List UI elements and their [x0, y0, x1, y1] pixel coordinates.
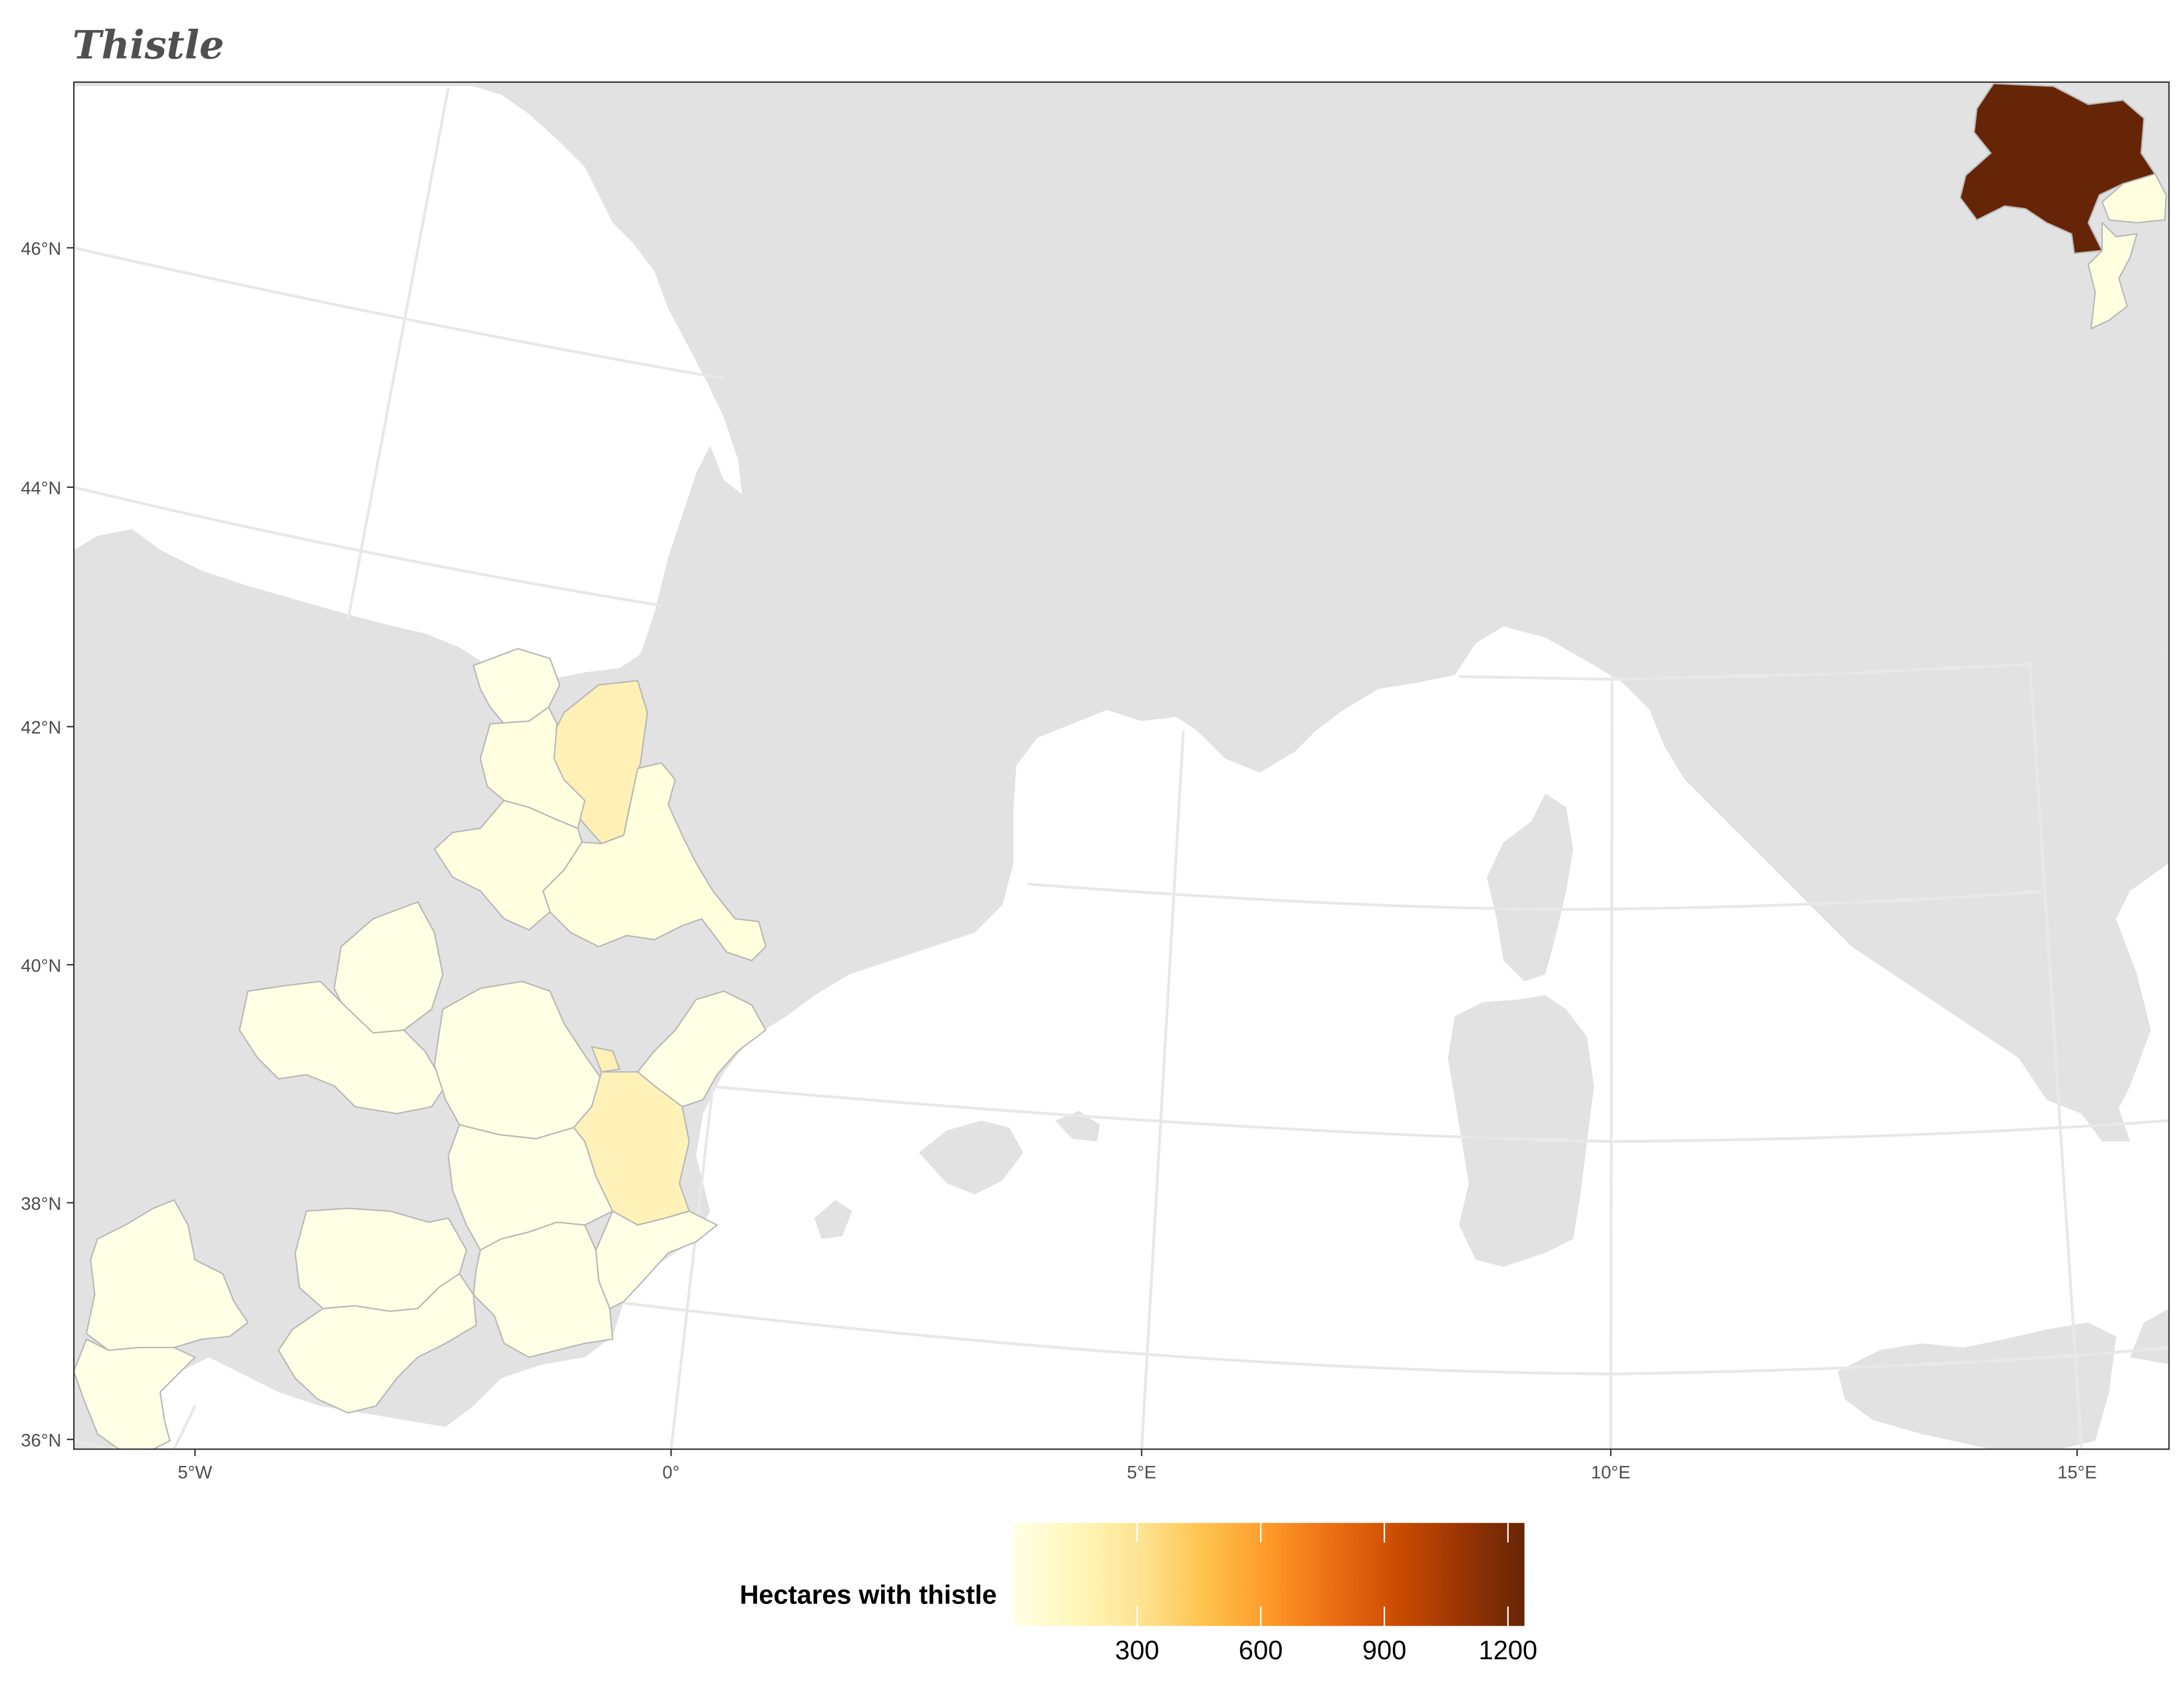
x-tick-label: 15°E	[2057, 1463, 2097, 1483]
land-menorca	[1055, 1111, 1100, 1142]
land-ibiza	[814, 1199, 852, 1239]
x-tick-label: 0°	[662, 1463, 680, 1483]
x-tick-label: 10°E	[1591, 1463, 1631, 1483]
map-panel-border	[73, 81, 2170, 1450]
region-extremadura	[86, 1199, 249, 1351]
region-castile-north	[433, 799, 583, 931]
region-castile-west-2	[238, 980, 447, 1114]
region-albacete	[472, 1221, 614, 1358]
sea-biscay	[74, 86, 742, 703]
region-valencia-north	[636, 990, 767, 1108]
y-tick-label: 44°N	[21, 479, 62, 499]
region-austria-south	[2087, 221, 2138, 330]
x-tick-label: 5°E	[1127, 1463, 1156, 1483]
y-tick-label: 40°N	[21, 956, 62, 976]
y-tick-label: 42°N	[21, 718, 62, 738]
map-title: Thistle	[73, 22, 224, 68]
region-andalusia-south	[277, 1273, 477, 1414]
land-italy	[1643, 473, 2169, 1128]
region-basque	[479, 706, 586, 830]
legend-ticks: 300 600 900 1200	[1115, 1523, 1537, 1665]
graticule	[74, 87, 2169, 1450]
legend-tick-label: 1200	[1478, 1636, 1537, 1665]
y-tick-label: 46°N	[21, 239, 62, 259]
y-axis: 46°N 44°N 42°N 40°N 38°N 36°N	[21, 239, 74, 1451]
region-austria-north	[1959, 82, 2156, 255]
x-tick-label: 5°W	[178, 1463, 212, 1483]
legend-tick-label: 900	[1363, 1636, 1406, 1665]
legend-colorbar	[1013, 1523, 1524, 1626]
land-sicily	[1837, 1322, 2116, 1450]
land-corsica	[1487, 793, 1573, 982]
land-sardinia	[1448, 995, 1594, 1267]
region-portugal-south	[74, 1338, 197, 1450]
region-cuenca-small	[590, 1046, 621, 1073]
region-austria-east	[2101, 173, 2167, 224]
legend: Hectares with thistle 300 600 900 1200	[740, 1523, 1537, 1665]
choropleth-regions	[74, 82, 2167, 1450]
land-mallorca	[918, 1120, 1024, 1195]
legend-tick-label: 600	[1239, 1636, 1282, 1665]
y-tick-label: 38°N	[21, 1194, 62, 1214]
x-axis: 5°W 0° 5°E 10°E 15°E	[178, 1449, 2097, 1483]
legend-title: Hectares with thistle	[740, 1580, 997, 1609]
y-tick-label: 36°N	[21, 1431, 62, 1451]
legend-tick-label: 300	[1115, 1636, 1159, 1665]
